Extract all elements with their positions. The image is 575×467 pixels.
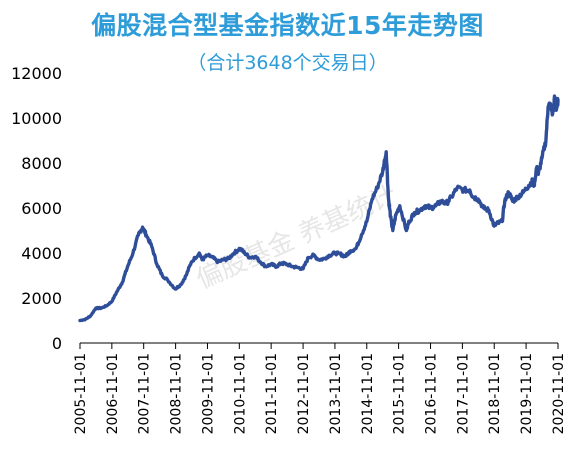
y-tick-label: 12000 <box>11 64 62 83</box>
y-axis: 0 2000 4000 6000 8000 10000 12000 <box>11 64 62 353</box>
x-tick-label: 2006-11-01 <box>105 353 121 434</box>
x-tick-label: 2015-11-01 <box>392 353 408 434</box>
y-tick-label: 6000 <box>21 199 62 218</box>
y-tick-label: 8000 <box>21 154 62 173</box>
x-tick-label: 2010-11-01 <box>232 353 248 434</box>
chart-title: 偏股混合型基金指数近15年走势图 <box>91 11 484 40</box>
x-tick-label: 2019-11-01 <box>519 353 535 434</box>
chart-subtitle: （合计3648个交易日） <box>187 52 388 74</box>
y-tick-label: 2000 <box>21 289 62 308</box>
x-tick-label: 2011-11-01 <box>264 353 280 434</box>
y-tick-label: 10000 <box>11 109 62 128</box>
y-tick-label: 4000 <box>21 244 62 263</box>
x-tick-label: 2008-11-01 <box>169 353 185 434</box>
x-tick-label: 2005-11-01 <box>73 353 89 434</box>
x-tick-label: 2009-11-01 <box>200 353 216 434</box>
x-tick-label: 2012-11-01 <box>296 353 312 434</box>
x-tick-label: 2017-11-01 <box>455 353 471 434</box>
y-tick-label: 0 <box>52 334 62 353</box>
watermark: 偏股基金 养基统计 <box>192 180 402 295</box>
x-tick-label: 2007-11-01 <box>137 353 153 434</box>
series-line <box>78 94 560 323</box>
x-tick-label: 2013-11-01 <box>328 353 344 434</box>
x-tick-label: 2018-11-01 <box>487 353 503 434</box>
x-tick-label: 2020-11-01 <box>551 353 567 434</box>
x-tick-label: 2014-11-01 <box>360 353 376 434</box>
x-axis: 2005-11-01 2006-11-01 2007-11-01 2008-11-01… <box>73 342 567 434</box>
x-tick-label: 2016-11-01 <box>424 353 440 434</box>
